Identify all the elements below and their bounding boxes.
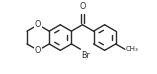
Text: O: O (35, 20, 41, 29)
Text: O: O (79, 2, 86, 11)
Text: O: O (35, 20, 41, 29)
Text: Br: Br (81, 51, 90, 60)
Text: CH₃: CH₃ (126, 46, 138, 52)
Text: O: O (35, 46, 41, 55)
Text: O: O (35, 46, 41, 55)
